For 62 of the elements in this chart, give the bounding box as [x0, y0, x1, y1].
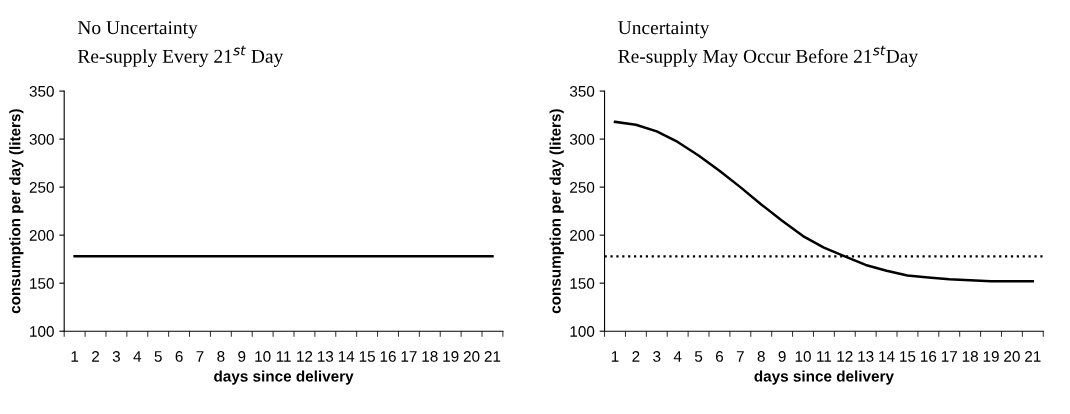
x-tick-label: 8 [757, 351, 765, 362]
x-tick-label: 7 [736, 351, 744, 362]
x-tick-label: 15 [900, 351, 916, 362]
x-tick-label: 16 [380, 351, 396, 362]
y-tick-label: 250 [570, 182, 595, 193]
x-tick-label: 20 [1004, 351, 1020, 362]
x-tick-label: 4 [673, 351, 682, 362]
y-tick-label: 100 [570, 326, 595, 337]
x-tick-label: 3 [653, 351, 661, 362]
y-tick-label: 300 [569, 133, 595, 145]
x-tick-label: 9 [778, 351, 786, 362]
x-tick-label: 12 [297, 351, 313, 362]
y-tick-label: 200 [29, 230, 54, 241]
x-tick-label: 19 [983, 351, 999, 362]
x-axis-title: days since delivery [754, 370, 894, 385]
x-tick-label: 16 [921, 351, 937, 362]
x-tick-label: 10 [795, 351, 811, 362]
x-tick-label: 19 [443, 351, 459, 362]
chart-subtitle: Re-supply May Occur Before 21$^{st}$Day [618, 45, 919, 67]
chart-title: Uncertainty [618, 21, 710, 39]
x-tick-label: 21 [1025, 351, 1041, 362]
x-tick-label: 18 [422, 351, 438, 362]
x-tick-label: 6 [175, 351, 183, 362]
x-tick-label: 1 [71, 351, 79, 362]
x-tick-label: 14 [338, 351, 355, 362]
x-tick-label: 18 [962, 351, 978, 362]
x-tick-label: 17 [401, 351, 417, 362]
x-tick-label: 17 [941, 351, 957, 362]
y-tick-label: 350 [569, 85, 595, 97]
x-tick-label: 13 [318, 351, 334, 362]
x-tick-label: 5 [694, 351, 703, 362]
x-axis-title: days since delivery [214, 370, 354, 385]
x-tick-label: 2 [92, 351, 100, 362]
y-axis-title: consumption per day (liters) [549, 109, 564, 314]
y-tick-label: 150 [30, 278, 54, 289]
y-tick-label: 150 [570, 278, 595, 289]
x-tick-label: 15 [359, 351, 375, 362]
x-tick-label: 6 [715, 351, 724, 362]
x-tick-label: 8 [217, 351, 225, 362]
x-tick-label: 2 [632, 351, 640, 362]
x-tick-label: 14 [879, 351, 895, 362]
x-tick-label: 12 [837, 351, 853, 362]
x-tick-label: 10 [255, 351, 271, 362]
chart-subtitle: Re-supply Every 21$^{st}$ Day [77, 45, 284, 67]
y-axis-title: consumption per day (liters) [9, 109, 24, 314]
y-tick-label: 200 [570, 230, 595, 241]
x-tick-label: 21 [484, 351, 501, 362]
y-tick-label: 300 [29, 133, 54, 145]
y-tick-label: 350 [29, 85, 54, 97]
y-tick-label: 100 [30, 326, 54, 337]
x-tick-label: 20 [463, 351, 480, 362]
x-tick-label: 4 [133, 351, 142, 362]
y-tick-label: 250 [29, 182, 54, 193]
x-tick-label: 9 [238, 351, 246, 362]
x-tick-label: 13 [858, 351, 874, 362]
x-tick-label: 11 [817, 351, 832, 362]
x-tick-label: 11 [276, 351, 291, 362]
x-tick-label: 7 [196, 351, 204, 362]
x-tick-label: 5 [154, 351, 162, 362]
x-tick-label: 3 [112, 351, 120, 362]
chart-title: No Uncertainty [77, 21, 198, 39]
x-tick-label: 1 [611, 351, 619, 362]
